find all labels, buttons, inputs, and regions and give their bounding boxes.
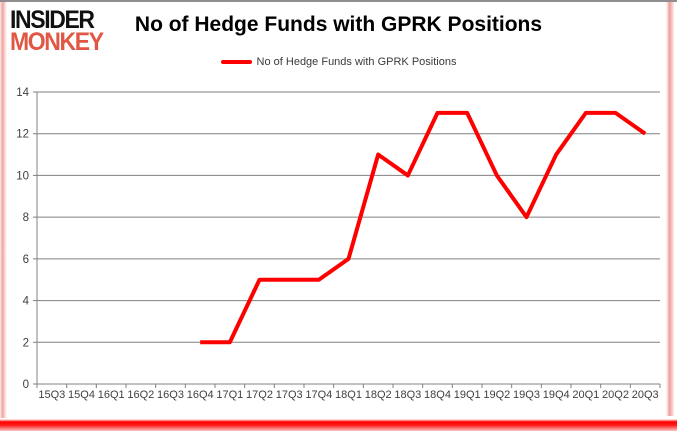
x-axis-tick-label: 19Q3 (513, 389, 540, 401)
legend-line-swatch (220, 60, 252, 64)
y-axis-tick-label: 14 (16, 87, 29, 99)
chart-title: No of Hedge Funds with GPRK Positions (134, 13, 543, 36)
frame-right-glow (666, 2, 674, 416)
x-axis-tick-label: 19Q2 (483, 389, 510, 401)
logo-line-insider: INSIDER (10, 6, 95, 34)
legend-label: No of Hedge Funds with GPRK Positions (256, 56, 457, 68)
x-axis-tick-label: 16Q4 (187, 389, 214, 401)
x-axis-tick-label: 20Q2 (602, 389, 629, 401)
y-axis-tick-label: 12 (16, 129, 29, 141)
x-axis-tick-label: 16Q2 (127, 389, 154, 401)
logo-line-monkey: MONKEY (10, 27, 104, 56)
y-axis-tick-label: 8 (23, 212, 29, 224)
x-axis-tick-label: 16Q1 (98, 389, 125, 401)
x-axis-tick-label: 19Q4 (543, 389, 570, 401)
x-axis-tick-label: 17Q1 (216, 389, 243, 401)
y-axis-tick-label: 4 (23, 296, 30, 308)
x-axis-tick-label: 20Q3 (632, 389, 659, 401)
x-axis-tick-label: 20Q1 (572, 389, 599, 401)
x-axis-tick-label: 15Q3 (38, 389, 65, 401)
y-axis-tick-label: 0 (23, 379, 29, 391)
x-axis-tick-label: 18Q1 (335, 389, 362, 401)
y-axis-tick-label: 6 (23, 254, 29, 266)
frame-top-border (0, 0, 677, 2)
insider-monkey-logo: INSIDER MONKEY (10, 6, 104, 56)
chart-legend: No of Hedge Funds with GPRK Positions (0, 56, 677, 68)
x-axis-tick-label: 16Q3 (157, 389, 184, 401)
x-axis-tick-label: 19Q1 (454, 389, 481, 401)
x-axis-tick-label: 17Q2 (246, 389, 273, 401)
y-axis-tick-label: 10 (16, 170, 29, 182)
x-axis-tick-label: 17Q4 (305, 389, 332, 401)
x-axis-tick-label: 15Q4 (68, 389, 95, 401)
frame-left-glow (0, 2, 7, 420)
x-axis-tick-label: 18Q3 (394, 389, 421, 401)
series-line (200, 110, 647, 345)
x-axis-tick-label: 18Q2 (365, 389, 392, 401)
x-axis-tick-label: 17Q3 (276, 389, 303, 401)
x-axis-tick-label: 18Q4 (424, 389, 451, 401)
y-axis-tick-label: 2 (23, 337, 29, 349)
frame-bottom-red-bar (0, 418, 677, 431)
